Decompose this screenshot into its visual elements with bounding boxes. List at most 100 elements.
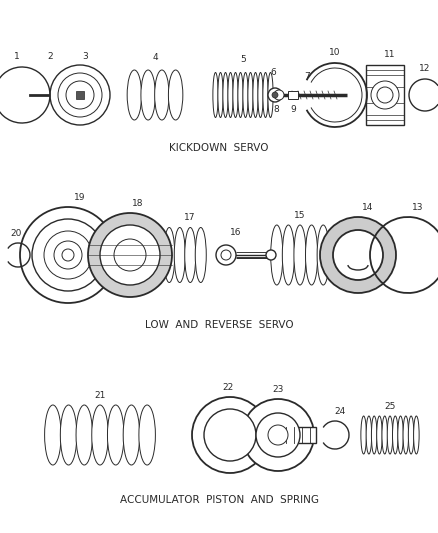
Text: 23: 23 [272,385,284,394]
Ellipse shape [141,70,155,120]
Ellipse shape [271,225,283,285]
Circle shape [50,65,110,125]
Ellipse shape [403,416,409,454]
Ellipse shape [387,416,393,454]
Text: 10: 10 [329,48,341,57]
Circle shape [58,73,102,117]
Text: 21: 21 [94,391,106,400]
Ellipse shape [195,228,206,282]
Ellipse shape [228,72,233,117]
Circle shape [88,213,172,297]
Circle shape [272,92,278,98]
Ellipse shape [371,416,377,454]
Bar [288,91,298,99]
Text: 3: 3 [82,52,88,61]
Ellipse shape [382,416,388,454]
Text: 8: 8 [273,105,279,114]
Ellipse shape [377,416,382,454]
Ellipse shape [155,70,169,120]
Ellipse shape [408,416,414,454]
Ellipse shape [306,225,318,285]
Circle shape [371,81,399,109]
Ellipse shape [60,405,77,465]
Circle shape [192,397,268,473]
Ellipse shape [123,405,140,465]
Text: 2: 2 [47,52,53,61]
Ellipse shape [92,405,108,465]
Text: LOW  AND  REVERSE  SERVO: LOW AND REVERSE SERVO [145,320,293,330]
Ellipse shape [45,405,61,465]
Text: 15: 15 [294,211,306,220]
Ellipse shape [127,70,141,120]
Bar [278,427,316,443]
Text: 11: 11 [384,50,396,59]
Ellipse shape [317,225,329,285]
Circle shape [44,231,92,279]
Circle shape [204,409,256,461]
Circle shape [256,413,300,457]
Ellipse shape [253,72,258,117]
Ellipse shape [168,70,183,120]
Ellipse shape [213,72,218,117]
Ellipse shape [258,72,263,117]
Ellipse shape [268,72,273,117]
Ellipse shape [243,72,248,117]
Ellipse shape [248,72,253,117]
Ellipse shape [263,72,268,117]
Bar [76,91,84,99]
Text: 16: 16 [230,228,242,237]
Circle shape [62,249,74,261]
Circle shape [268,88,282,102]
Ellipse shape [283,225,294,285]
Circle shape [320,217,396,293]
Ellipse shape [238,72,243,117]
Circle shape [268,425,288,445]
Ellipse shape [398,416,403,454]
Ellipse shape [107,405,124,465]
Text: 25: 25 [384,402,396,411]
Text: 17: 17 [184,214,196,222]
Ellipse shape [361,416,367,454]
Ellipse shape [139,405,155,465]
Ellipse shape [413,416,419,454]
Text: 1: 1 [14,52,20,61]
Text: KICKDOWN  SERVO: KICKDOWN SERVO [169,143,269,153]
Circle shape [66,81,94,109]
Text: 5: 5 [240,55,246,64]
Text: 13: 13 [412,203,424,212]
Text: 12: 12 [419,64,431,73]
Ellipse shape [366,416,372,454]
Circle shape [242,399,314,471]
Ellipse shape [218,72,223,117]
Ellipse shape [76,405,92,465]
Text: 19: 19 [74,193,86,202]
Ellipse shape [164,228,175,282]
Text: ACCUMULATOR  PISTON  AND  SPRING: ACCUMULATOR PISTON AND SPRING [120,495,318,505]
Ellipse shape [223,72,228,117]
Bar [366,65,404,125]
Circle shape [32,219,104,291]
Circle shape [274,90,284,100]
Circle shape [54,241,82,269]
Ellipse shape [185,228,196,282]
Text: 18: 18 [132,199,144,208]
Circle shape [100,225,160,285]
Text: 14: 14 [362,203,374,212]
Circle shape [216,245,236,265]
Circle shape [20,207,116,303]
Circle shape [266,250,276,260]
Ellipse shape [294,225,306,285]
Text: 9: 9 [290,105,296,114]
Circle shape [333,230,383,280]
Text: 4: 4 [152,53,158,62]
Circle shape [221,250,231,260]
Circle shape [377,87,393,103]
Text: 24: 24 [334,407,346,416]
Ellipse shape [233,72,238,117]
Text: 6: 6 [270,68,276,77]
Ellipse shape [392,416,398,454]
Circle shape [114,239,146,271]
Text: 20: 20 [11,229,22,238]
Text: 22: 22 [223,383,233,392]
Ellipse shape [174,228,185,282]
